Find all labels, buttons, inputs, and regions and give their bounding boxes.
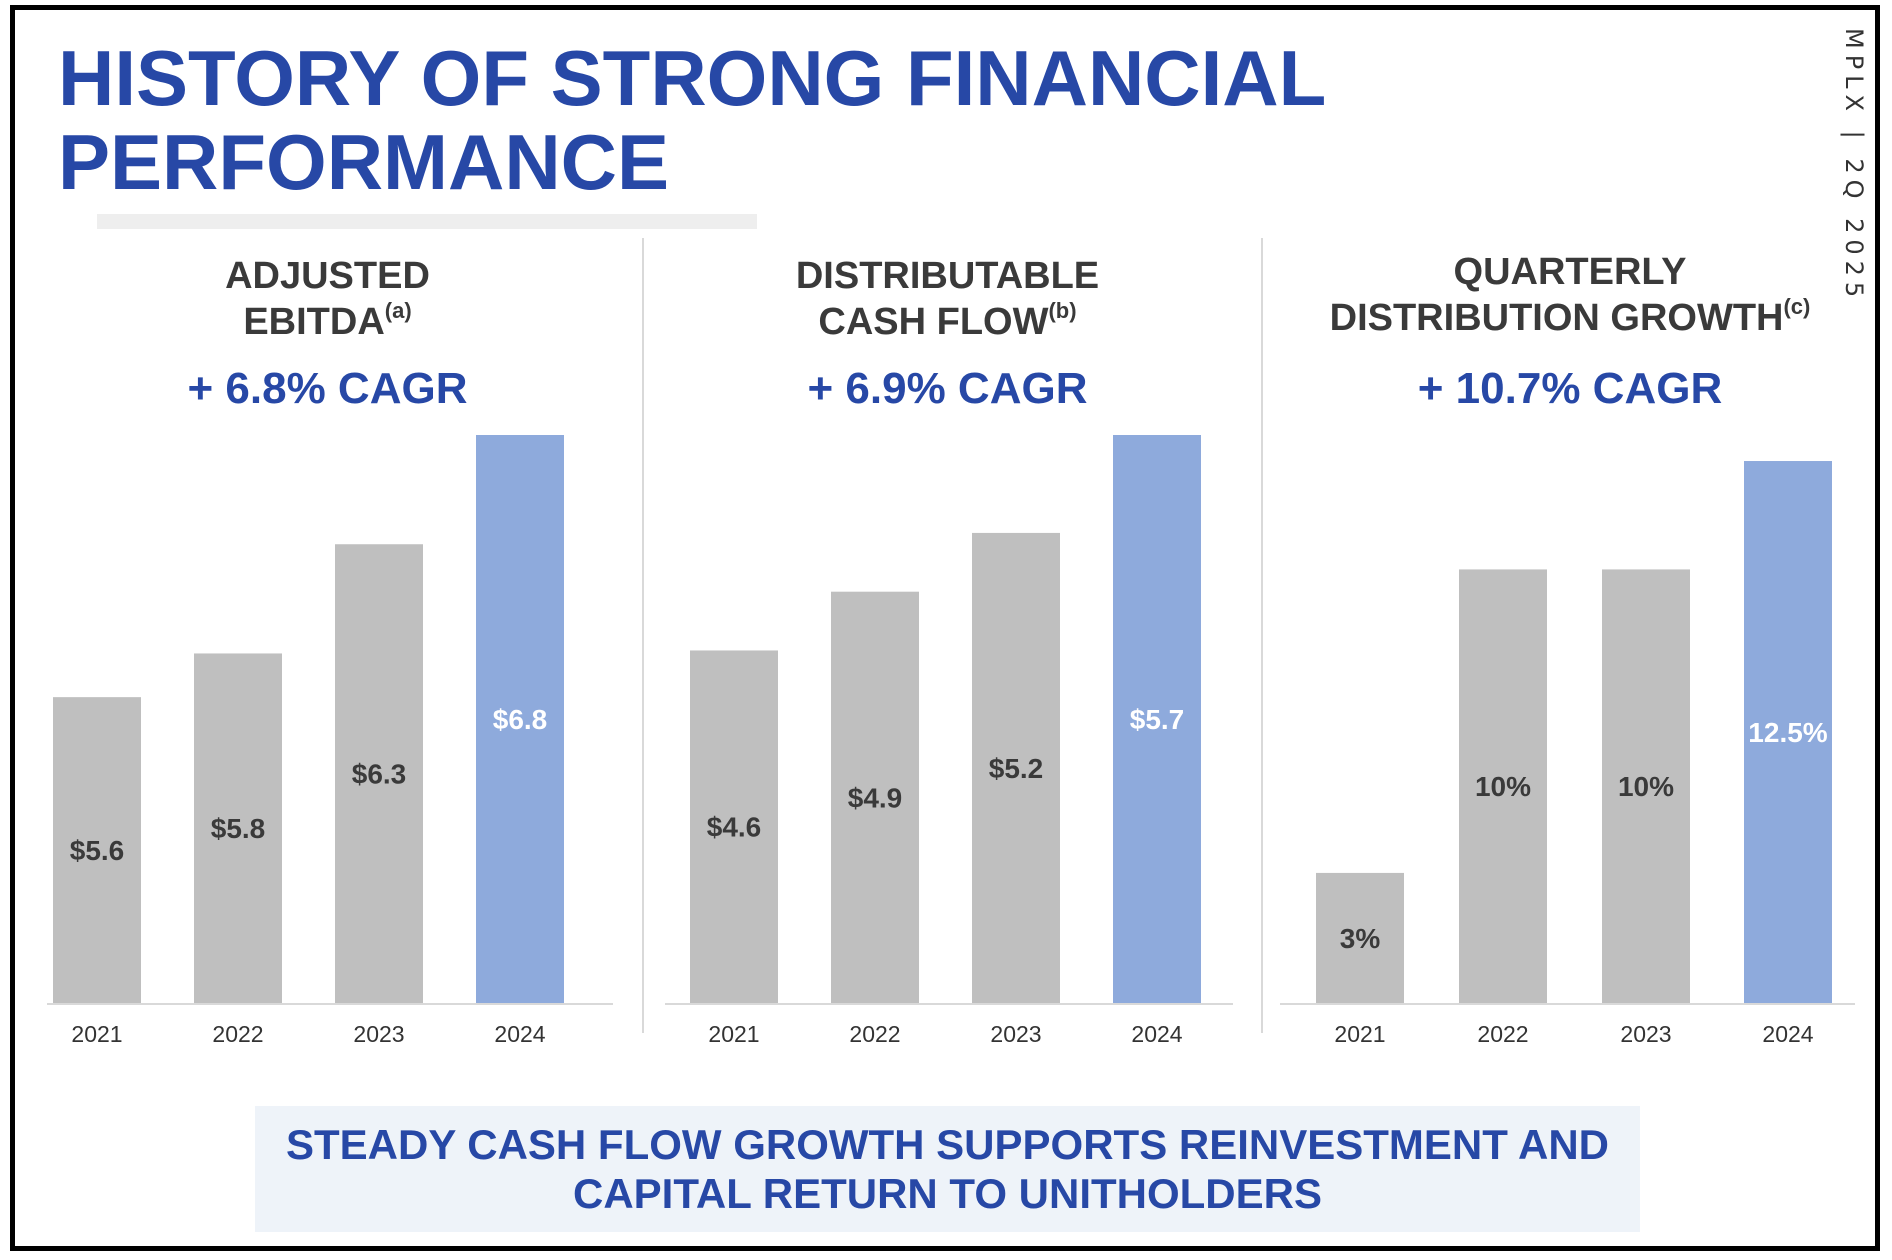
bar-2024 — [1113, 435, 1201, 1003]
panel-divider-1 — [642, 238, 644, 1033]
panel-title-line1: ADJUSTED — [225, 255, 430, 297]
page-title: HISTORY OF STRONG FINANCIAL PERFORMANCE — [58, 36, 1326, 204]
panel-title-line2: CASH FLOW — [818, 301, 1049, 343]
cagr-label: + 6.8% CAGR — [187, 364, 468, 413]
callout-banner: STEADY CASH FLOW GROWTH SUPPORTS REINVES… — [255, 1106, 1640, 1232]
page-title-line2: PERFORMANCE — [58, 118, 670, 206]
x-tick-label-2023: 2023 — [990, 1021, 1041, 1047]
x-tick-label-2022: 2022 — [849, 1021, 900, 1047]
bar-2022 — [831, 591, 919, 1003]
page-title-line1: HISTORY OF STRONG FINANCIAL — [58, 34, 1327, 122]
panel-title: DISTRIBUTABLE CASH FLOW(b) — [660, 253, 1235, 345]
panel-adjusted-ebitda: ADJUSTED EBITDA(a) + 6.8% CAGR $5.6 2021 $… — [40, 240, 615, 1070]
panel-divider-2 — [1261, 238, 1263, 1033]
callout-line2: CAPITAL RETURN TO UNITHOLDERS — [572, 1170, 1322, 1217]
data-label-2024: $5.7 — [1130, 704, 1185, 735]
x-tick-label-2024: 2024 — [1762, 1021, 1813, 1047]
data-label-2024: $6.8 — [493, 704, 548, 735]
title-underline — [97, 214, 757, 229]
data-label-2024: 12.5% — [1748, 717, 1827, 748]
data-label-2021: $4.6 — [707, 812, 762, 843]
x-tick-label-2023: 2023 — [1620, 1021, 1671, 1047]
panel-quarterly-distribution-growth: QUARTERLY DISTRIBUTION GROWTH(c) + 10.7%… — [1280, 240, 1860, 1070]
data-label-2023: $6.3 — [352, 759, 407, 790]
panel-distributable-cash-flow: DISTRIBUTABLE CASH FLOW(b) + 6.9% CAGR $… — [660, 240, 1235, 1070]
data-label-2022: $5.8 — [211, 813, 266, 844]
data-label-2023: $5.2 — [989, 753, 1044, 784]
x-tick-label-2021: 2021 — [1334, 1021, 1385, 1047]
bar-2024 — [476, 435, 564, 1003]
bar-2021 — [690, 650, 778, 1003]
panel-title-line2: EBITDA — [243, 301, 385, 343]
bar-2021 — [53, 697, 141, 1003]
x-tick-label-2024: 2024 — [494, 1021, 545, 1047]
x-tick-label-2022: 2022 — [212, 1021, 263, 1047]
bar-chart-quarterly-distribution-growth: 3% 2021 10% 2022 10% 2023 12.5% 2024 — [1280, 461, 1855, 1047]
footnote-marker: (b) — [1048, 298, 1077, 323]
x-tick-label-2021: 2021 — [708, 1021, 759, 1047]
bar-2022 — [1459, 569, 1547, 1003]
cagr-label: + 6.9% CAGR — [807, 364, 1088, 413]
panel-title-line2: DISTRIBUTION GROWTH — [1329, 297, 1784, 339]
data-label-2021: $5.6 — [70, 835, 125, 866]
bar-2023 — [1602, 569, 1690, 1003]
x-tick-label-2021: 2021 — [71, 1021, 122, 1047]
bar-2023 — [335, 544, 423, 1003]
data-label-2022: 10% — [1475, 771, 1531, 802]
x-tick-label-2023: 2023 — [353, 1021, 404, 1047]
footnote-marker: (c) — [1783, 294, 1811, 319]
panel-title-line1: QUARTERLY — [1453, 251, 1687, 293]
slide-frame — [10, 5, 1880, 1251]
x-tick-label-2024: 2024 — [1131, 1021, 1182, 1047]
bar-chart-distributable-cash-flow: $4.6 2021 $4.9 2022 $5.2 2023 $5.7 2024 — [665, 435, 1233, 1047]
callout-line1: STEADY CASH FLOW GROWTH SUPPORTS REINVES… — [285, 1121, 1610, 1168]
footnote-marker: (a) — [384, 298, 412, 323]
data-label-2021: 3% — [1340, 923, 1381, 954]
bar-2023 — [972, 532, 1060, 1003]
bar-2024 — [1744, 461, 1832, 1003]
panel-title: QUARTERLY DISTRIBUTION GROWTH(c) — [1280, 249, 1860, 341]
x-tick-label-2022: 2022 — [1477, 1021, 1528, 1047]
data-label-2023: 10% — [1618, 771, 1674, 802]
side-tag: MPLX | 2Q 2025 — [1840, 28, 1868, 304]
bar-2022 — [194, 653, 282, 1003]
panel-title: ADJUSTED EBITDA(a) — [40, 253, 615, 345]
cagr-label: + 10.7% CAGR — [1417, 364, 1723, 413]
data-label-2022: $4.9 — [848, 782, 903, 813]
bar-2021 — [1316, 872, 1404, 1003]
bar-chart-adjusted-ebitda: $5.6 2021 $5.8 2022 $6.3 2023 $6.8 2024 — [47, 435, 613, 1047]
panel-title-line1: DISTRIBUTABLE — [795, 255, 1100, 297]
